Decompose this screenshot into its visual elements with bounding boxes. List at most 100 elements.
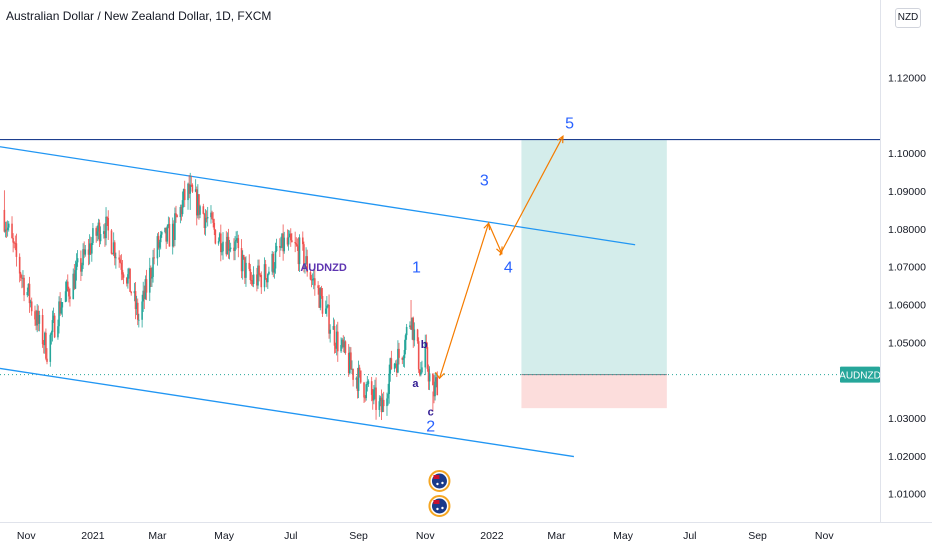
channel-upper-line[interactable] xyxy=(0,146,636,246)
candle-body xyxy=(165,227,167,242)
candle-body xyxy=(341,339,343,346)
candle xyxy=(418,369,421,377)
currency-selector[interactable]: NZD xyxy=(895,8,921,28)
candle-body xyxy=(347,352,350,374)
candle-body xyxy=(127,274,129,284)
candle xyxy=(5,221,8,238)
candle xyxy=(279,238,281,258)
candle-body xyxy=(371,394,374,401)
au-flag-icon[interactable] xyxy=(428,495,451,517)
candle xyxy=(103,224,105,239)
candle-body xyxy=(52,315,55,321)
candle-body xyxy=(349,352,351,374)
candle-body xyxy=(29,301,32,304)
candle-body xyxy=(256,274,258,286)
channel-lower-line[interactable] xyxy=(0,367,575,458)
candle xyxy=(334,342,337,354)
candle xyxy=(129,268,131,292)
candle xyxy=(281,233,283,249)
candle xyxy=(398,342,400,365)
candle xyxy=(357,360,360,399)
candle xyxy=(113,240,116,266)
candle-body xyxy=(434,381,436,397)
candle-body xyxy=(199,206,201,215)
candle-body xyxy=(36,310,38,326)
candle-body xyxy=(332,326,335,330)
candle-body xyxy=(195,189,198,216)
candle xyxy=(175,205,177,223)
candle xyxy=(118,250,120,268)
candle xyxy=(211,210,213,220)
candle xyxy=(318,284,321,309)
candle xyxy=(396,359,398,377)
candle xyxy=(332,317,335,330)
candle xyxy=(263,257,266,292)
candle-body xyxy=(66,281,69,289)
candle-body xyxy=(13,242,16,244)
candle-body xyxy=(182,189,185,201)
candle-body xyxy=(352,369,354,380)
candle-body xyxy=(297,246,300,265)
candle-body xyxy=(6,227,9,230)
candle xyxy=(88,234,91,265)
candle xyxy=(13,241,16,249)
candle-body xyxy=(130,291,132,294)
candle-body xyxy=(189,184,192,194)
candle xyxy=(152,249,154,283)
candle xyxy=(22,270,24,288)
candle xyxy=(180,204,183,221)
candle-body xyxy=(174,213,176,240)
wave-label-4: 4 xyxy=(504,259,513,276)
candle xyxy=(52,307,55,323)
candle xyxy=(106,216,108,226)
candle xyxy=(350,347,352,370)
candle-body xyxy=(336,331,339,352)
candle xyxy=(59,292,61,317)
candle-body xyxy=(126,277,128,284)
candle xyxy=(433,375,435,404)
candle-body xyxy=(197,194,199,216)
price-axis[interactable] xyxy=(880,0,932,550)
target-zone[interactable] xyxy=(521,139,667,375)
symbol-annotation: AUDNZD xyxy=(300,262,346,274)
candle xyxy=(291,233,293,243)
candle-body xyxy=(405,326,408,336)
candle xyxy=(283,231,286,254)
candle xyxy=(58,296,60,334)
candle-body xyxy=(327,304,329,306)
candle xyxy=(296,238,299,251)
candle xyxy=(427,364,430,390)
candle-body xyxy=(153,257,155,259)
wave-label-3: 3 xyxy=(480,172,489,189)
candle xyxy=(65,279,68,302)
wave-label-5: 5 xyxy=(565,116,574,133)
candle xyxy=(143,285,146,310)
candle-body xyxy=(115,257,117,259)
candle xyxy=(174,207,176,247)
candle xyxy=(202,203,205,215)
stop-zone[interactable] xyxy=(521,374,667,409)
candle-body xyxy=(265,278,268,283)
candle-body xyxy=(135,302,138,310)
candle-body xyxy=(92,228,94,243)
candle-body xyxy=(393,363,396,369)
candle-body xyxy=(26,292,29,296)
candle-body xyxy=(160,232,163,235)
candle xyxy=(226,232,229,255)
wave-label-b: b xyxy=(421,339,428,351)
au-flag-icon[interactable] xyxy=(428,470,451,492)
candle-body xyxy=(173,223,175,240)
candle-body xyxy=(388,373,390,395)
candle-body xyxy=(156,236,159,259)
candle xyxy=(320,285,323,299)
candle xyxy=(167,216,170,229)
candle xyxy=(272,251,275,278)
candle xyxy=(425,334,428,349)
candle-body xyxy=(60,307,63,314)
candle-body xyxy=(89,243,92,254)
candle-body xyxy=(150,267,152,279)
price-tick-label: 1.02000 xyxy=(888,451,926,463)
candle xyxy=(145,269,148,301)
